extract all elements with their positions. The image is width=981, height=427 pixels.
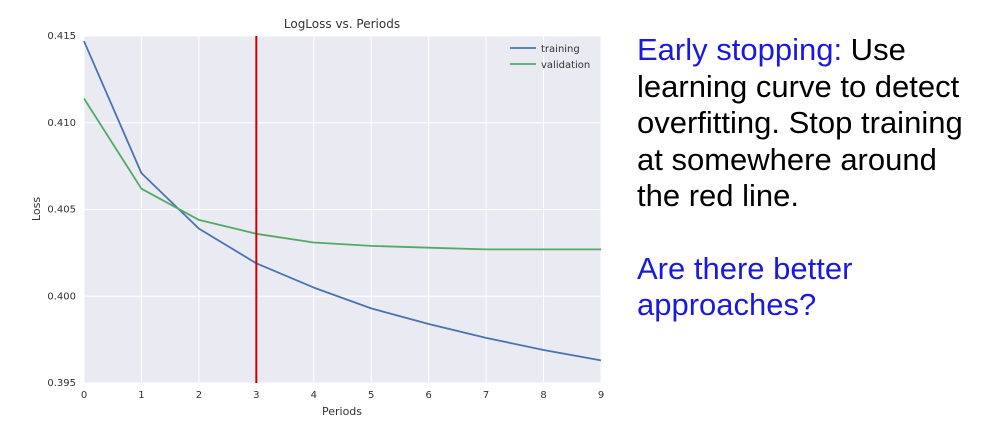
x-tick-label: 4	[311, 390, 317, 401]
series-lines	[83, 36, 602, 383]
early-stopping-description: Use learning curve to detect overfitting…	[637, 32, 963, 213]
legend-validation-label: validation	[541, 60, 590, 71]
y-tick-labels: 0.395 0.400 0.405 0.410 0.415	[47, 31, 76, 389]
y-tick-label: 0.400	[47, 291, 76, 302]
x-tick-label: 9	[598, 390, 604, 401]
legend-training-label: training	[541, 44, 580, 55]
legend: training validation	[510, 44, 590, 71]
x-tick-label: 1	[138, 390, 144, 401]
x-tick-label: 2	[196, 390, 202, 401]
validation-series-line	[83, 98, 601, 251]
x-tick-label: 8	[540, 390, 546, 401]
y-axis-label: Loss	[30, 197, 43, 221]
early-stopping-label: Early stopping:	[637, 32, 843, 67]
chart-title: LogLoss vs. Periods	[284, 17, 400, 31]
training-series-line	[83, 40, 602, 362]
x-tick-label: 3	[253, 390, 259, 401]
x-tick-label: 7	[483, 390, 489, 401]
y-tick-label: 0.405	[47, 205, 76, 216]
x-tick-label: 0	[81, 390, 87, 401]
x-tick-label: 6	[425, 390, 431, 401]
y-tick-label: 0.395	[47, 378, 76, 389]
x-axis-label: Periods	[322, 405, 362, 418]
question-text: Are there better approaches?	[637, 250, 853, 323]
line-chart: 0 1 2 3 4 5 6 7 8 9 0.395 0.400 0.405 0.410 0.415 Log…	[30, 17, 604, 418]
y-tick-label: 0.410	[47, 118, 76, 129]
early-stopping-paragraph: Early stopping: Use learning curve to de…	[637, 32, 973, 215]
grid-lines	[83, 35, 602, 384]
explanation-text: Early stopping: Use learning curve to de…	[637, 32, 973, 324]
y-tick-label: 0.415	[47, 31, 76, 42]
x-tick-label: 5	[368, 390, 374, 401]
x-tick-labels: 0 1 2 3 4 5 6 7 8 9	[81, 390, 604, 401]
